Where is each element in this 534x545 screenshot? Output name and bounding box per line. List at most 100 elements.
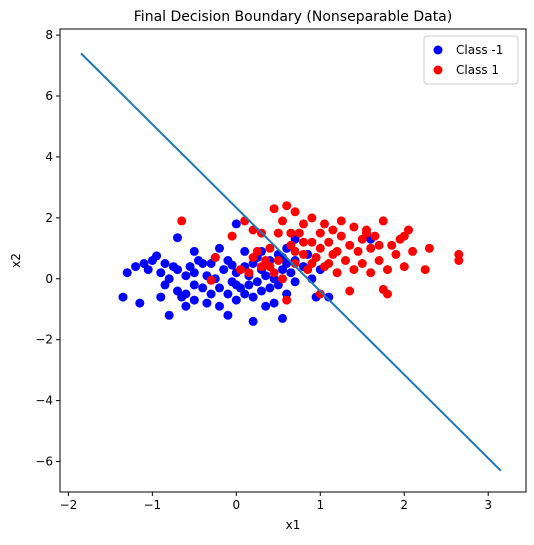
point-series-0-60 [290,277,300,287]
point-series-0-51 [265,283,275,293]
point-series-1-79 [328,249,338,259]
point-series-1-15 [278,274,287,284]
point-series-1-66 [269,204,279,214]
point-series-0-67 [173,233,182,243]
point-series-1-72 [265,262,275,272]
y-tick-label: 0 [45,272,53,286]
point-series-0-66 [324,292,334,302]
point-series-1-68 [299,237,308,247]
point-series-0-49 [257,286,266,296]
point-series-1-41 [353,246,363,256]
point-series-1-17 [282,295,292,305]
point-series-1-48 [374,256,384,265]
point-series-0-12 [164,274,174,284]
point-series-0-47 [252,277,262,287]
point-series-1-36 [336,231,346,241]
y-tick-label: 2 [45,211,53,225]
point-series-0-71 [240,246,250,256]
point-series-1-35 [332,268,342,278]
x-tick-label: 2 [400,498,408,512]
point-series-1-50 [383,265,392,275]
point-series-1-0 [177,216,187,226]
chart-title: Final Decision Boundary (Nonseparable Da… [134,9,452,25]
point-series-1-46 [366,243,376,253]
point-series-1-14 [278,216,287,226]
point-series-1-4 [240,216,250,226]
point-series-0-1 [122,268,132,278]
point-series-0-0 [118,292,128,302]
legend-marker-1 [433,65,443,75]
point-series-0-42 [240,289,250,299]
point-series-0-2 [131,262,141,272]
point-series-1-57 [408,246,418,256]
legend: Class -1 Class 1 [423,35,519,85]
point-series-0-22 [189,280,199,290]
point-series-1-73 [248,253,258,262]
point-series-1-58 [420,265,430,275]
point-series-1-33 [328,225,338,235]
point-series-0-86 [261,301,271,311]
point-series-1-23 [299,219,308,229]
y-tick-label: −6 [35,455,53,469]
point-series-1-55 [399,262,409,272]
point-series-0-7 [152,251,162,261]
point-series-0-18 [181,289,191,299]
point-series-1-74 [286,228,296,238]
y-tick-label: 4 [45,150,53,164]
point-series-0-28 [202,298,212,308]
x-tick-label: 0 [233,498,241,512]
point-series-1-26 [307,213,317,223]
point-series-1-3 [236,265,245,275]
x-axis-label: x1 [286,518,301,532]
point-series-1-22 [299,249,308,259]
point-series-1-62 [315,289,325,299]
point-series-0-74 [269,298,279,308]
point-series-0-87 [198,259,208,268]
point-series-1-43 [357,259,367,268]
point-series-1-69 [336,216,346,226]
point-series-0-84 [227,260,237,270]
point-series-0-24 [189,268,199,278]
point-series-1-1 [206,275,216,285]
point-series-0-30 [206,289,216,299]
decision-boundary-line [80,52,502,472]
y-axis-label: x2 [9,253,23,268]
point-series-1-71 [362,228,371,238]
point-series-0-23 [189,295,199,305]
point-series-1-67 [227,231,237,241]
point-series-0-13 [164,310,174,320]
point-series-0-19 [181,271,191,281]
point-series-1-64 [378,284,388,294]
point-series-0-10 [160,259,170,268]
y-tick-label: −4 [35,394,53,408]
point-series-0-32 [215,283,224,293]
point-series-1-37 [341,256,350,265]
point-series-0-39 [231,295,241,305]
y-tick-label: 8 [45,28,53,42]
point-series-0-68 [189,246,199,256]
legend-label-1: Class 1 [456,63,499,77]
boundary-layer [80,52,502,472]
point-series-1-19 [290,259,300,268]
point-series-1-61 [454,256,464,265]
point-series-0-69 [231,219,241,229]
point-series-1-45 [366,268,376,278]
point-series-1-40 [349,265,359,275]
point-series-1-56 [404,225,413,235]
point-series-0-75 [278,313,287,323]
point-series-1-13 [273,256,283,265]
legend-box [423,35,519,85]
plot-frame [59,28,527,493]
point-series-1-38 [345,240,355,250]
point-series-0-50 [261,271,271,281]
point-series-1-49 [378,216,388,226]
point-series-1-21 [294,228,304,238]
point-series-1-28 [315,228,325,238]
point-series-1-5 [244,268,254,278]
point-series-0-16 [173,265,182,275]
x-tick-label: −2 [60,498,78,512]
legend-marker-0 [433,45,443,55]
x-tick-label: 1 [316,498,324,512]
point-series-1-53 [391,249,401,259]
